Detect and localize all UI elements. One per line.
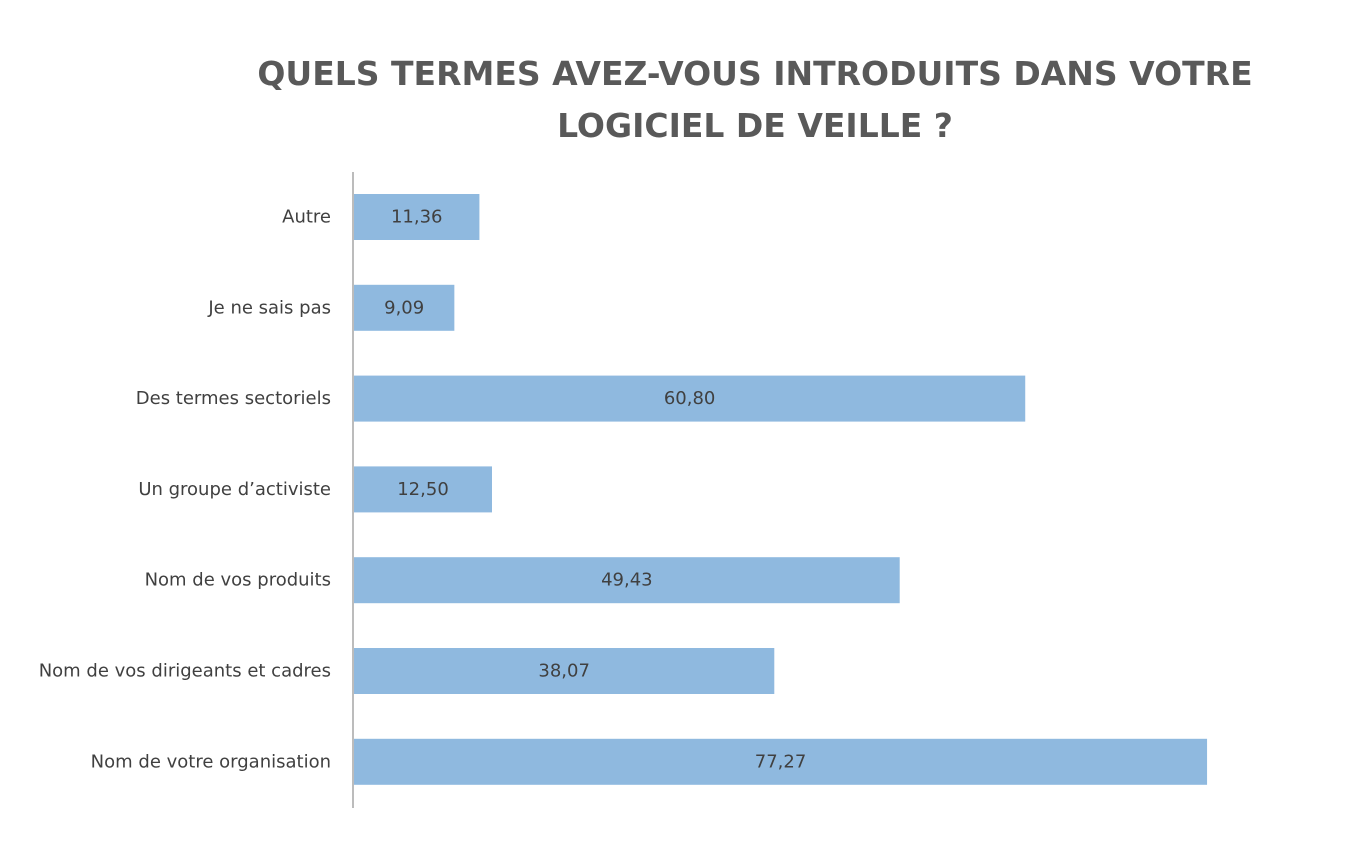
category-label: Nom de votre organisation bbox=[91, 751, 331, 772]
bar bbox=[354, 466, 492, 513]
bar bbox=[354, 648, 775, 694]
bar bbox=[354, 738, 1208, 785]
category-label: Un groupe d’activiste bbox=[138, 479, 331, 500]
bar-value-label: 12,50 bbox=[397, 479, 449, 500]
chart-title: QUELS TERMES AVEZ-VOUS INTRODUITS DANS V… bbox=[257, 54, 1253, 145]
category-label: Je ne sais pas bbox=[207, 297, 331, 318]
bar-value-label: 49,43 bbox=[601, 570, 653, 591]
bar-value-label: 11,36 bbox=[391, 207, 443, 228]
bar bbox=[354, 284, 455, 331]
category-label: Nom de vos produits bbox=[145, 570, 331, 591]
bar-value-label: 9,09 bbox=[384, 297, 424, 318]
bar-value-label: 60,80 bbox=[664, 388, 716, 409]
bar bbox=[354, 375, 1026, 422]
category-label: Nom de vos dirigeants et cadres bbox=[39, 661, 331, 682]
bar-value-label: 77,27 bbox=[755, 751, 807, 772]
bar bbox=[354, 557, 900, 604]
bar-value-label: 38,07 bbox=[538, 661, 590, 682]
category-label: Des termes sectoriels bbox=[136, 388, 331, 409]
labels-layer: 11,36 Autre 9,09 Je ne sais pas 60,80 Des ter… bbox=[39, 207, 807, 773]
category-label: Autre bbox=[282, 207, 331, 228]
bars-layer bbox=[354, 194, 1208, 785]
bar bbox=[354, 194, 480, 240]
